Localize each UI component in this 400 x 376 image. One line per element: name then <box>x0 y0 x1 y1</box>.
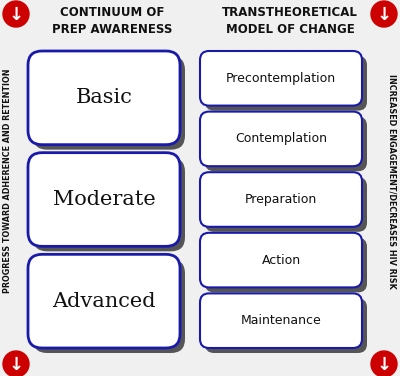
FancyBboxPatch shape <box>28 51 180 145</box>
FancyBboxPatch shape <box>200 172 362 227</box>
Text: Preparation: Preparation <box>245 193 317 206</box>
Text: ↓: ↓ <box>8 356 24 374</box>
FancyBboxPatch shape <box>200 233 362 287</box>
Text: Advanced: Advanced <box>52 292 156 311</box>
Text: Contemplation: Contemplation <box>235 132 327 146</box>
FancyBboxPatch shape <box>205 238 367 293</box>
FancyBboxPatch shape <box>205 56 367 111</box>
Text: INCREASED ENGAGEMENT/DECREASES HIV RISK: INCREASED ENGAGEMENT/DECREASES HIV RISK <box>388 74 396 288</box>
FancyBboxPatch shape <box>205 177 367 232</box>
FancyBboxPatch shape <box>33 56 185 150</box>
Text: Moderate: Moderate <box>53 190 155 209</box>
Text: ↓: ↓ <box>8 6 24 24</box>
Text: Action: Action <box>262 253 300 267</box>
FancyBboxPatch shape <box>200 51 362 106</box>
Text: Maintenance: Maintenance <box>241 314 321 327</box>
Text: TRANSTHEORETICAL
MODEL OF CHANGE: TRANSTHEORETICAL MODEL OF CHANGE <box>222 6 358 36</box>
Text: ↓: ↓ <box>376 356 392 374</box>
Text: ↓: ↓ <box>376 6 392 24</box>
Text: CONTINUUM OF
PREP AWARENESS: CONTINUUM OF PREP AWARENESS <box>52 6 172 36</box>
Text: PROGRESS TOWARD ADHERENCE AND RETENTION: PROGRESS TOWARD ADHERENCE AND RETENTION <box>4 69 12 293</box>
Circle shape <box>3 1 29 27</box>
FancyBboxPatch shape <box>33 259 185 353</box>
FancyBboxPatch shape <box>205 299 367 353</box>
FancyBboxPatch shape <box>28 153 180 246</box>
Circle shape <box>371 1 397 27</box>
Circle shape <box>371 351 397 376</box>
FancyBboxPatch shape <box>28 254 180 348</box>
FancyBboxPatch shape <box>33 158 185 251</box>
Text: Precontemplation: Precontemplation <box>226 72 336 85</box>
FancyBboxPatch shape <box>205 117 367 171</box>
Circle shape <box>3 351 29 376</box>
FancyBboxPatch shape <box>200 112 362 166</box>
FancyBboxPatch shape <box>200 293 362 348</box>
Text: Basic: Basic <box>76 88 132 107</box>
